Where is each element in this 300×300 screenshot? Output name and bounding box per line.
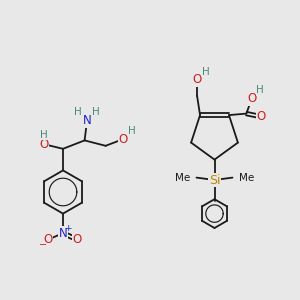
Text: O: O — [73, 233, 82, 246]
Text: O: O — [44, 233, 52, 246]
Text: H: H — [128, 126, 136, 136]
Text: H: H — [40, 130, 47, 140]
Text: H: H — [202, 67, 209, 76]
Text: Si: Si — [209, 173, 220, 187]
Text: Me: Me — [175, 172, 190, 183]
Text: Me: Me — [239, 172, 254, 183]
Text: O: O — [247, 92, 256, 105]
Text: O: O — [40, 138, 49, 151]
Text: O: O — [256, 110, 266, 123]
Text: N: N — [58, 226, 68, 240]
Text: +: + — [64, 224, 72, 233]
Text: H: H — [74, 107, 82, 118]
Text: H: H — [256, 85, 264, 95]
Text: H: H — [92, 107, 99, 118]
Text: O: O — [192, 74, 202, 86]
Text: −: − — [38, 240, 47, 250]
Text: O: O — [118, 133, 127, 146]
Text: N: N — [82, 114, 91, 128]
